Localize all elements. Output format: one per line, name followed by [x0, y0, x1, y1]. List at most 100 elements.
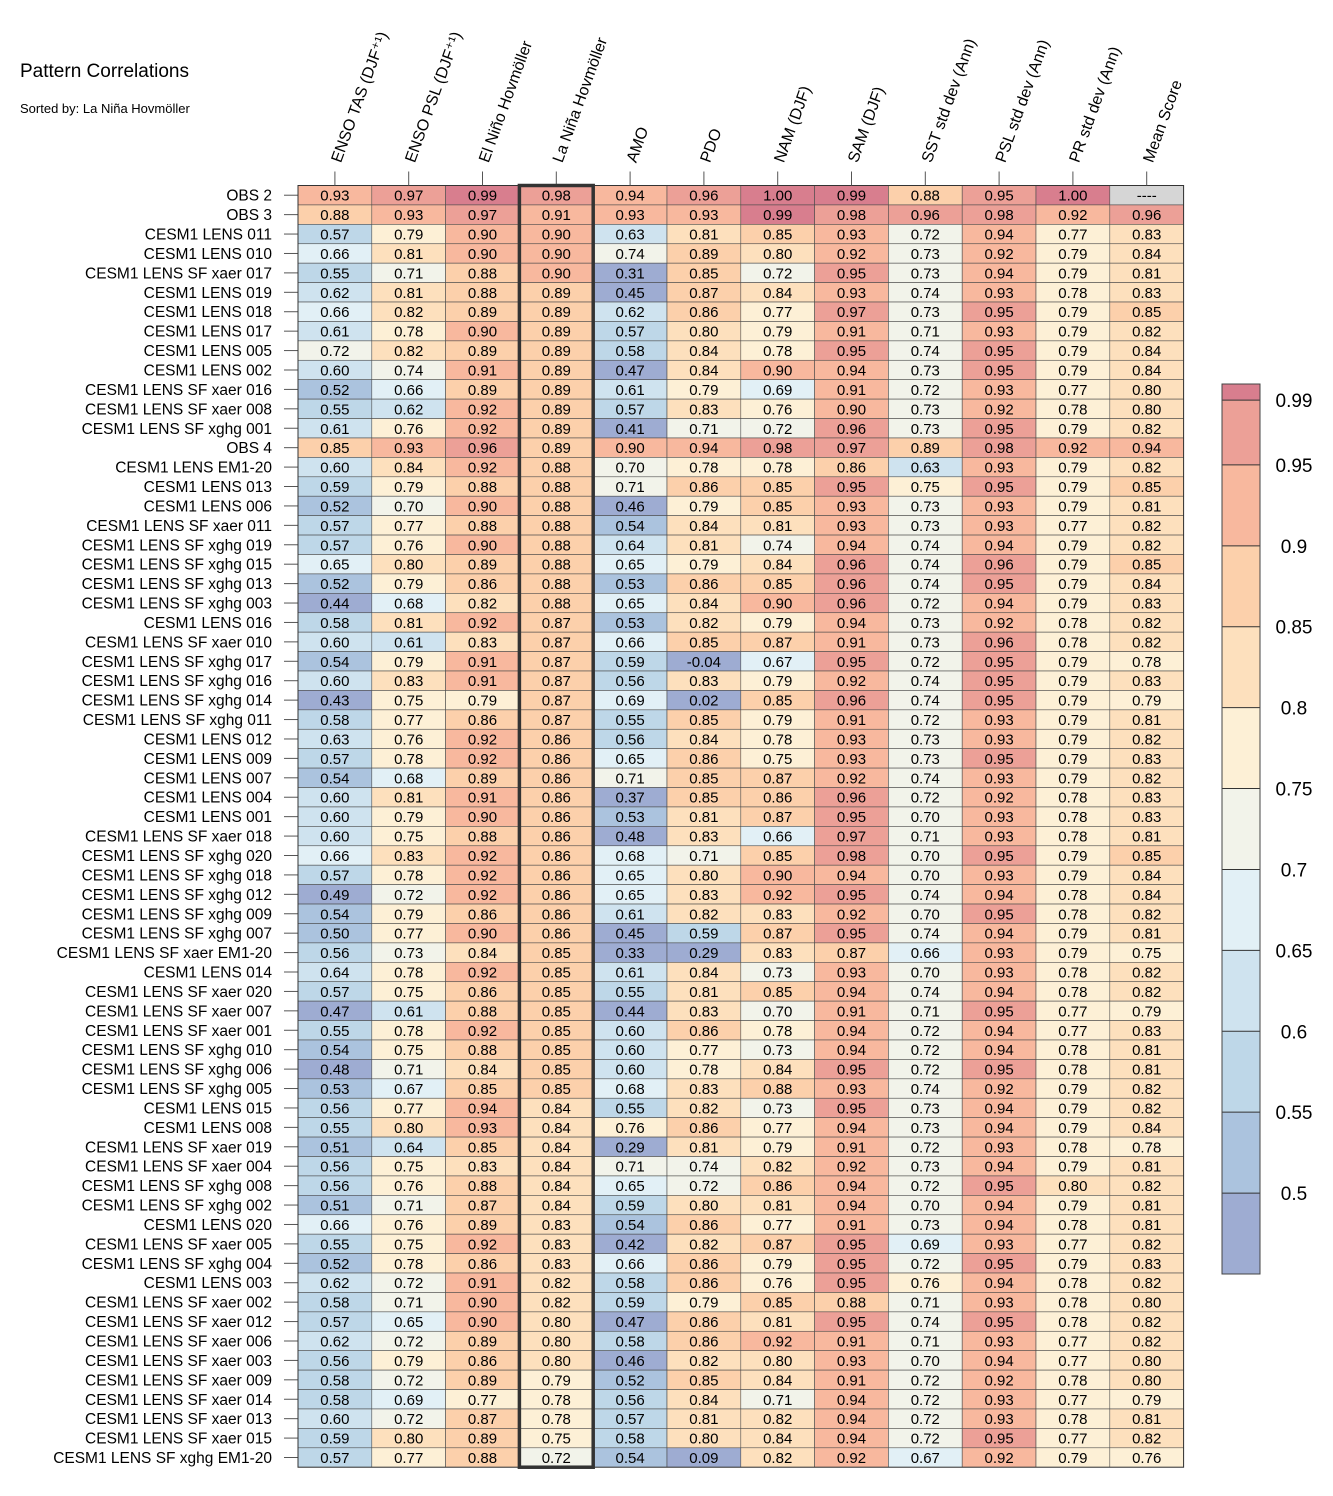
cell-value-label: 0.79 [1058, 1256, 1087, 1273]
cell-value-label: 0.89 [542, 421, 571, 438]
cell-value-label: 0.73 [911, 751, 940, 768]
row-label: CESM1 LENS SF xghg 008 [82, 1178, 272, 1195]
cell-value-label: 0.79 [1132, 693, 1161, 710]
cell-value-label: 0.83 [542, 1217, 571, 1234]
cell-value-label: 0.94 [984, 1100, 1013, 1117]
cell-value-label: 0.85 [689, 265, 718, 282]
cell-value-label: 0.54 [615, 518, 644, 535]
cell-value-label: 0.60 [320, 673, 349, 690]
cell-value-label: 0.74 [911, 1314, 940, 1331]
cell-value-label: 0.81 [1132, 265, 1161, 282]
cell-value-label: 0.56 [615, 673, 644, 690]
cell-value-label: 0.57 [615, 401, 644, 418]
cell-value-label: 0.86 [689, 1023, 718, 1040]
cell-value-label: 0.84 [542, 1178, 571, 1195]
colorbar-segment [1222, 788, 1260, 870]
cell-value-label: 0.93 [984, 498, 1013, 515]
cell-value-label: 0.94 [837, 1431, 866, 1448]
cell-value-label: 0.94 [984, 1120, 1013, 1137]
cell-value-label: 0.37 [615, 790, 644, 807]
cell-value-label: 0.89 [542, 440, 571, 457]
cell-value-label: 0.90 [468, 227, 497, 244]
cell-value-label: 0.56 [615, 731, 644, 748]
cell-value-label: 0.72 [911, 1023, 940, 1040]
cell-value-label: 0.81 [1132, 498, 1161, 515]
cell-value-label: 0.87 [763, 809, 792, 826]
cell-value-label: 0.80 [1132, 382, 1161, 399]
cell-value-label: 0.56 [320, 1353, 349, 1370]
cell-value-label: 0.76 [394, 731, 423, 748]
cell-value-label: 0.65 [394, 1314, 423, 1331]
cell-value-label: 0.60 [615, 1062, 644, 1079]
row-label: CESM1 LENS 020 [144, 1217, 273, 1234]
cell-value-label: 0.89 [468, 304, 497, 321]
cell-value-label: 0.87 [542, 673, 571, 690]
colorbar-tick-label: 0.65 [1276, 941, 1313, 962]
cell-value-label: 0.91 [837, 1372, 866, 1389]
row-label: CESM1 LENS 011 [145, 227, 272, 244]
cell-value-label: 0.74 [911, 887, 940, 904]
cell-value-label: 0.94 [984, 1217, 1013, 1234]
column-label: PDO [698, 126, 726, 164]
cell-value-label: 0.74 [689, 1159, 718, 1176]
cell-value-label: 0.92 [837, 1450, 866, 1467]
cell-value-label: 0.83 [1132, 809, 1161, 826]
cell-value-label: 0.79 [394, 479, 423, 496]
row-label: CESM1 LENS SF xaer 001 [85, 1023, 272, 1040]
cell-value-label: 0.86 [468, 984, 497, 1001]
cell-value-label: 0.59 [615, 1295, 644, 1312]
cell-value-label: 0.86 [689, 1256, 718, 1273]
cell-value-label: 0.47 [320, 1003, 349, 1020]
cell-value-label: 0.94 [837, 1198, 866, 1215]
cell-value-label: 0.77 [1058, 1431, 1087, 1448]
row-label: CESM1 LENS SF xghg 011 [83, 712, 272, 729]
cell-value-label: 0.82 [689, 906, 718, 923]
cell-value-label: 0.85 [689, 770, 718, 787]
cell-value-label: 0.92 [984, 1450, 1013, 1467]
cell-value-label: 0.95 [984, 188, 1013, 205]
cell-value-label: 0.73 [911, 518, 940, 535]
cell-value-label: 0.78 [394, 324, 423, 341]
cell-value-label: 0.65 [320, 557, 349, 574]
colorbar-segment [1222, 464, 1260, 546]
colorbar-segment [1222, 950, 1260, 1032]
cell-value-label: 0.94 [837, 1411, 866, 1428]
cell-value-label: 0.78 [1058, 1275, 1087, 1292]
cell-value-label: 0.83 [1132, 227, 1161, 244]
cell-value-label: 0.81 [763, 1198, 792, 1215]
cell-value-label: 0.89 [542, 285, 571, 302]
cell-value-label: 0.78 [763, 731, 792, 748]
row-label: CESM1 LENS 004 [144, 790, 273, 807]
cell-value-label: 0.91 [468, 673, 497, 690]
cell-value-label: 0.74 [911, 576, 940, 593]
cell-value-label: 0.84 [689, 1392, 718, 1409]
cell-value-label: 0.93 [984, 731, 1013, 748]
cell-value-label: 0.78 [1132, 654, 1161, 671]
cell-value-label: 0.92 [984, 1372, 1013, 1389]
row-label: CESM1 LENS SF xghg 020 [82, 848, 273, 865]
cell-value-label: 0.93 [837, 1353, 866, 1370]
cell-value-label: 0.93 [984, 1295, 1013, 1312]
cell-value-label: 0.79 [1058, 1120, 1087, 1137]
column-label: PR std dev (Ann) [1067, 45, 1125, 165]
cell-value-label: 0.86 [542, 926, 571, 943]
cell-value-label: 0.95 [984, 1431, 1013, 1448]
cell-value-label: 0.86 [542, 751, 571, 768]
cell-value-label: 0.74 [911, 693, 940, 710]
cell-value-label: 0.67 [763, 654, 792, 671]
cell-value-label: 0.83 [394, 848, 423, 865]
cell-value-label: 0.77 [394, 1100, 423, 1117]
cell-value-label: 0.87 [763, 926, 792, 943]
cell-value-label: 0.86 [542, 731, 571, 748]
cell-value-label: 0.86 [542, 829, 571, 846]
cell-value-label: 0.98 [984, 440, 1013, 457]
cell-value-label: 0.59 [320, 1431, 349, 1448]
cell-value-label: 0.77 [689, 1042, 718, 1059]
cell-value-label: 0.90 [763, 362, 792, 379]
row-label: CESM1 LENS SF xaer 016 [85, 382, 272, 399]
cell-value-label: 0.84 [542, 1198, 571, 1215]
cell-value-label: 0.29 [615, 1139, 644, 1156]
cell-value-label: 0.81 [689, 984, 718, 1001]
row-label: CESM1 LENS SF xaer 020 [85, 984, 272, 1001]
